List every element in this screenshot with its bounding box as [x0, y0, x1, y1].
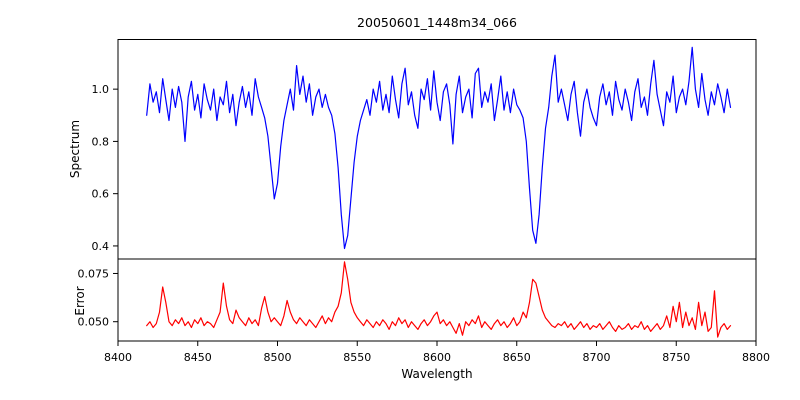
y-tick-label: 1.0	[92, 83, 110, 96]
y-tick-label: 0.075	[78, 267, 110, 280]
spectrum-panel: 0.4 0.6 0.8 1.0	[92, 39, 757, 260]
chart-title: 20050601_1448m34_066	[357, 15, 517, 30]
spectrum-y-axis-label: Spectrum	[68, 120, 82, 178]
y-tick-label: 0.8	[92, 135, 110, 148]
x-tick-label: 8800	[742, 351, 770, 364]
error-panel: 0.050 0.075 8400 8450 8500 8550 8600 8650 8700 87…	[78, 258, 770, 364]
x-tick-label: 8700	[583, 351, 611, 364]
spectrum-plot-frame	[117, 39, 757, 260]
error-y-axis-label: Error	[73, 286, 87, 315]
x-tick-label: 8750	[662, 351, 690, 364]
x-tick-label: 8650	[503, 351, 531, 364]
y-tick-label: 0.6	[92, 188, 110, 201]
x-tick-label: 8500	[264, 351, 292, 364]
y-tick-label: 0.050	[78, 316, 110, 329]
error-line	[146, 261, 732, 338]
x-axis-label: Wavelength	[401, 367, 472, 381]
x-tick-label: 8400	[104, 351, 132, 364]
plot-dynamic-layer: 0.4 0.6 0.8 1.0 0.050 0.075 8400 8450 8500 8550 86…	[78, 39, 770, 364]
spectrum-line	[146, 46, 732, 250]
x-tick-label: 8550	[343, 351, 371, 364]
x-tick-label: 8450	[184, 351, 212, 364]
x-tick-label: 8600	[423, 351, 451, 364]
y-tick-label: 0.4	[92, 240, 110, 253]
